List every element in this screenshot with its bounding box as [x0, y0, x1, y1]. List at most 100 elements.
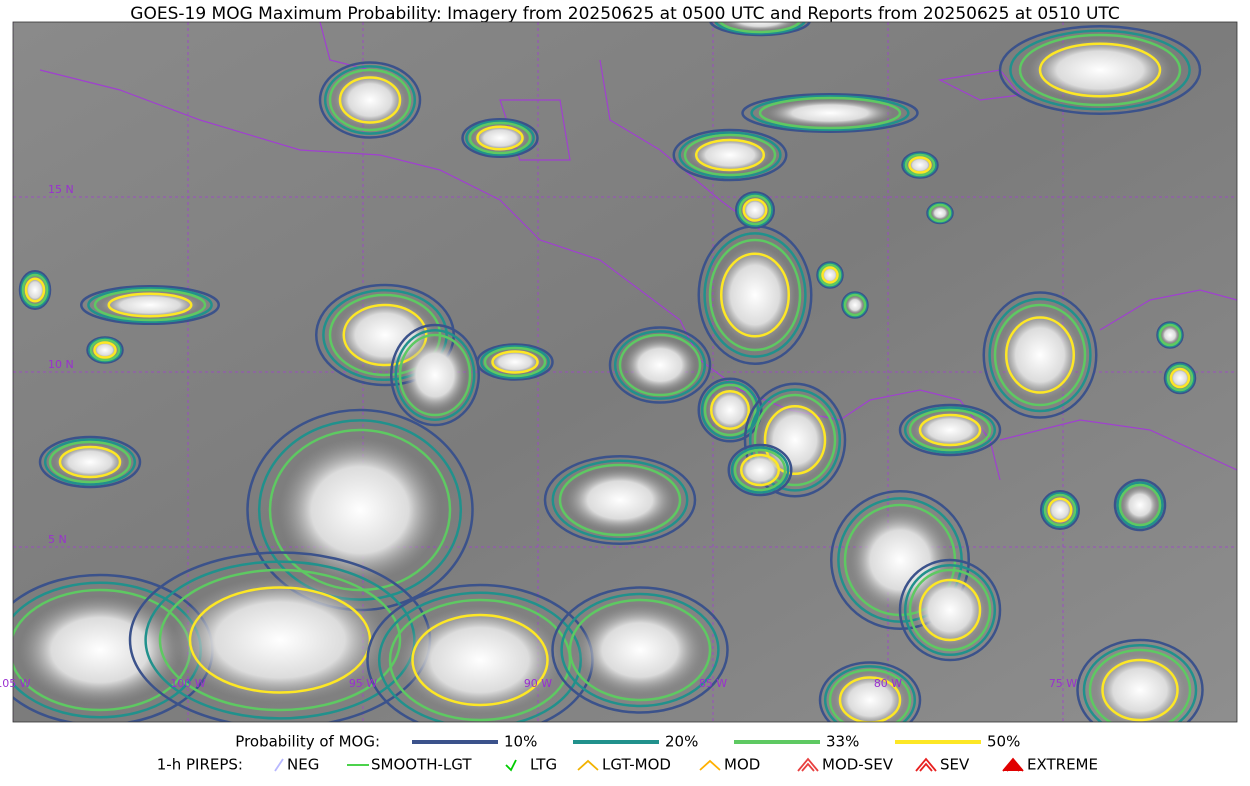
cloud-top	[24, 276, 46, 304]
probability-contour	[748, 388, 842, 492]
probability-contour	[710, 390, 750, 430]
storm-cell	[608, 326, 712, 404]
storm-cell	[38, 435, 142, 489]
cloud-top	[741, 197, 769, 223]
storm-cell	[697, 225, 813, 365]
legend-title: Probability of MOG:	[235, 733, 380, 751]
probability-contour	[465, 119, 535, 157]
probability-contour	[468, 121, 532, 155]
probability-contour	[268, 428, 452, 592]
probability-contour	[87, 286, 213, 324]
probability-contour	[1005, 316, 1075, 394]
probability-contour	[411, 613, 549, 707]
probability-contour	[903, 563, 997, 657]
probability-contour	[1165, 363, 1195, 393]
probability-contour	[1009, 29, 1191, 111]
legend-label: 33%	[826, 733, 859, 751]
probability-contour	[742, 198, 768, 222]
probability-contour	[988, 297, 1092, 413]
pirep-symbol	[577, 759, 599, 771]
legend-label: NEG	[287, 756, 319, 774]
probability-contour	[703, 383, 757, 437]
probability-contour	[908, 408, 992, 452]
probability-contour	[982, 291, 1098, 419]
cloud-top	[689, 137, 771, 173]
legend-label: 20%	[665, 733, 698, 751]
probability-contour	[818, 263, 842, 287]
probability-contour	[821, 266, 839, 284]
cloud-top	[1161, 326, 1179, 344]
cloud-top	[1169, 367, 1191, 389]
probability-contour	[93, 341, 117, 359]
title: GOES-19 MOG Maximum Probability: Imagery…	[130, 4, 1119, 24]
probability-contour	[678, 131, 782, 179]
probability-contour	[901, 151, 939, 179]
probability-contour	[1118, 483, 1162, 527]
pirep-symbol	[1002, 757, 1024, 772]
storm-cell	[1156, 321, 1184, 349]
probability-contour	[20, 271, 50, 309]
probability-contour	[558, 463, 682, 537]
graticule	[13, 22, 1237, 722]
storm-cell	[841, 291, 869, 319]
probability-contour	[763, 405, 827, 475]
cloud-top	[999, 310, 1081, 400]
probability-contour	[730, 446, 790, 494]
probability-contour	[1018, 33, 1182, 107]
lat-label: 15 N	[48, 183, 74, 196]
probability-contour	[1043, 493, 1077, 527]
probability-contour	[720, 252, 790, 338]
legend-label: EXTREME	[1027, 756, 1098, 774]
storm-cell	[998, 25, 1202, 115]
probability-contour	[743, 382, 847, 498]
storm-cell	[476, 343, 554, 381]
probability-contour	[1158, 323, 1182, 347]
probability-contour	[838, 676, 902, 722]
probability-contour	[618, 333, 702, 397]
storm-cell	[1076, 638, 1204, 722]
probability-contour	[733, 448, 787, 492]
probability-contour	[898, 403, 1002, 457]
storm-cell	[551, 586, 729, 714]
probability-contour	[830, 490, 970, 630]
lon-label: 90 W	[524, 677, 552, 690]
probability-contour	[390, 323, 480, 427]
probability-contour	[551, 586, 729, 714]
legend-label: SMOOTH-LGT	[371, 756, 472, 774]
probability-contour	[1169, 367, 1191, 389]
probability-contour	[918, 578, 982, 642]
cloud-top	[473, 124, 527, 152]
cloud-top	[1046, 496, 1074, 524]
probability-contour	[719, 22, 801, 34]
cloud-top	[1028, 38, 1172, 102]
probability-contour	[727, 443, 793, 497]
probability-contour	[461, 118, 539, 158]
storm-cell	[1040, 490, 1080, 530]
probability-contour	[1163, 361, 1197, 395]
cloud-top	[624, 338, 696, 392]
storm-cell	[926, 201, 954, 225]
legend-label: MOD	[724, 756, 760, 774]
lon-label: 75 W	[1049, 677, 1077, 690]
probability-contour	[398, 333, 472, 417]
cloud-top	[846, 296, 864, 314]
storm-cell	[697, 377, 763, 443]
storm-cell	[898, 403, 1002, 457]
probability-contour	[1047, 497, 1073, 523]
storm-cell	[543, 455, 697, 545]
probability-contour	[837, 497, 963, 623]
probability-contour	[480, 345, 550, 379]
probability-contour	[908, 156, 932, 174]
cloud-top	[403, 339, 467, 411]
cloud-top	[399, 606, 561, 714]
pirep-symbol	[274, 758, 284, 772]
probability-contour	[476, 343, 554, 381]
pirep-symbol	[915, 757, 937, 772]
storm-cell	[1163, 361, 1197, 395]
cloud-top	[1122, 487, 1158, 523]
cloud-top	[737, 452, 783, 488]
probability-contour	[903, 406, 997, 454]
probability-contour	[318, 61, 422, 139]
probability-contour	[697, 377, 763, 443]
